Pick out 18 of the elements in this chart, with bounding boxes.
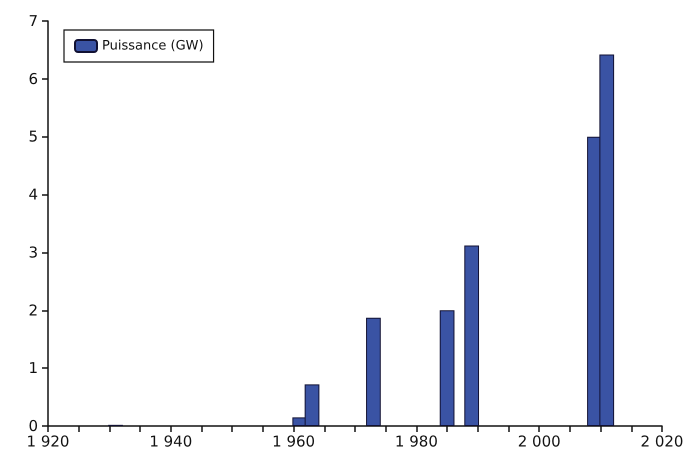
legend-label: Puissance (GW)	[102, 38, 204, 54]
x-tick-label: 1 960	[272, 432, 316, 450]
x-tick-label: 1 920	[26, 432, 70, 450]
y-tick-label: 1	[28, 359, 38, 378]
x-tick-label: 2 000	[518, 432, 561, 450]
bar	[440, 310, 454, 426]
y-tick-label: 5	[28, 128, 38, 146]
x-tick-label: 1 940	[149, 432, 192, 450]
x-tick-label: 1 980	[394, 432, 438, 450]
y-tick-label: 4	[28, 186, 38, 204]
bar	[464, 245, 480, 426]
y-tick-label: 7	[28, 12, 38, 30]
bar	[366, 318, 381, 426]
y-tick-label: 0	[28, 417, 38, 435]
y-tick-label: 3	[28, 243, 38, 262]
y-tick-label: 2	[28, 301, 38, 320]
y-tick-label: 6	[28, 70, 38, 88]
x-tick-label: 2 020	[640, 432, 684, 450]
